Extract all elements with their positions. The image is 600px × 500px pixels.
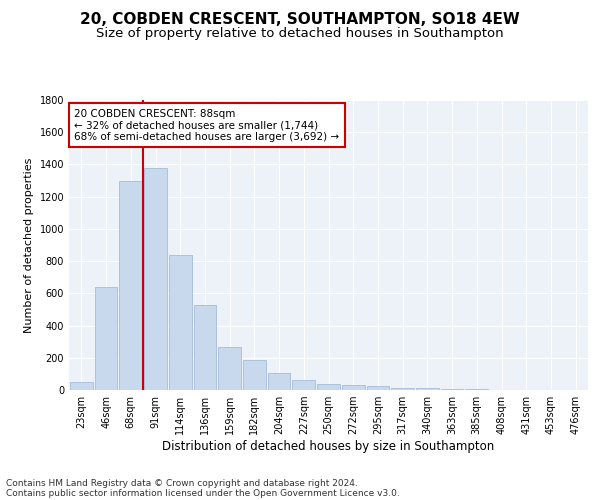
Text: 20 COBDEN CRESCENT: 88sqm
← 32% of detached houses are smaller (1,744)
68% of se: 20 COBDEN CRESCENT: 88sqm ← 32% of detac… <box>74 108 340 142</box>
Text: Size of property relative to detached houses in Southampton: Size of property relative to detached ho… <box>96 28 504 40</box>
Y-axis label: Number of detached properties: Number of detached properties <box>24 158 34 332</box>
Bar <box>169 254 191 390</box>
Bar <box>119 180 142 390</box>
Text: 20, COBDEN CRESCENT, SOUTHAMPTON, SO18 4EW: 20, COBDEN CRESCENT, SOUTHAMPTON, SO18 4… <box>80 12 520 28</box>
Bar <box>218 346 241 390</box>
Bar <box>441 389 463 390</box>
Bar <box>466 389 488 390</box>
Bar <box>194 304 216 390</box>
Bar <box>367 386 389 390</box>
Bar <box>268 373 290 390</box>
Bar <box>70 382 93 390</box>
Bar <box>144 168 167 390</box>
Bar <box>342 385 365 390</box>
Bar <box>391 388 414 390</box>
Bar <box>416 388 439 390</box>
Bar <box>292 380 315 390</box>
Bar <box>317 384 340 390</box>
Bar <box>95 287 118 390</box>
Bar <box>243 360 266 390</box>
Text: Contains HM Land Registry data © Crown copyright and database right 2024.: Contains HM Land Registry data © Crown c… <box>6 478 358 488</box>
Text: Contains public sector information licensed under the Open Government Licence v3: Contains public sector information licen… <box>6 488 400 498</box>
X-axis label: Distribution of detached houses by size in Southampton: Distribution of detached houses by size … <box>163 440 494 453</box>
